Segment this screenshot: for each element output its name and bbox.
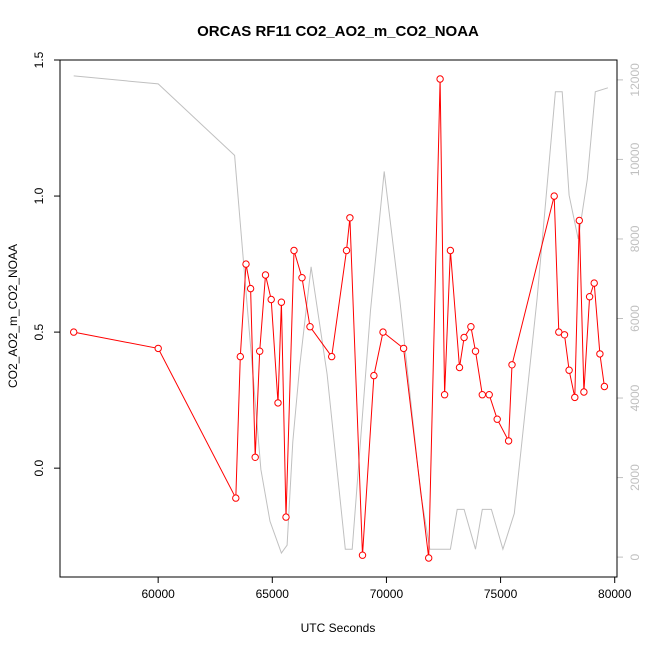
co2-point bbox=[460, 333, 468, 342]
co2-point bbox=[267, 295, 275, 304]
y-tick-label: 1.5 bbox=[32, 51, 46, 68]
x-tick-label: 70000 bbox=[370, 587, 404, 601]
co2-point bbox=[328, 352, 336, 361]
co2-point bbox=[590, 279, 598, 287]
co2-point bbox=[485, 391, 493, 399]
x-tick-label: 80000 bbox=[598, 587, 632, 601]
co2-point bbox=[236, 352, 245, 361]
co2-point bbox=[290, 246, 298, 255]
co2-point bbox=[471, 347, 480, 355]
co2-point bbox=[379, 328, 387, 336]
co2-point bbox=[571, 393, 579, 402]
co2-point bbox=[232, 494, 240, 502]
co2-point bbox=[575, 216, 583, 225]
co2-point bbox=[585, 293, 594, 301]
co2-point bbox=[274, 399, 282, 407]
chart-title: ORCAS RF11 CO2_AO2_m_CO2_NOAA bbox=[197, 23, 479, 40]
co2-point bbox=[261, 271, 270, 279]
co2-point bbox=[440, 391, 449, 399]
y-axis-label: CO2_AO2_m_CO2_NOAA bbox=[6, 244, 20, 388]
altitude-line bbox=[73, 75, 609, 555]
y2-tick-label: 2000 bbox=[628, 464, 642, 491]
co2-point bbox=[282, 513, 290, 521]
axes: 60000 65000 70000 75000 80000 0.0 0.5 1.0 1.5 0 20… bbox=[32, 51, 642, 601]
co2-point bbox=[251, 453, 259, 461]
co2-point bbox=[455, 363, 464, 372]
co2-point bbox=[154, 344, 162, 353]
co2-point bbox=[425, 554, 433, 562]
y2-tick-label: 12000 bbox=[628, 63, 642, 97]
co2-point bbox=[256, 347, 264, 355]
y-tick-label: 0.0 bbox=[32, 459, 46, 476]
co2-point bbox=[560, 331, 569, 339]
co2-point bbox=[277, 298, 286, 306]
plot-frame bbox=[59, 59, 618, 578]
y2-tick-label: 4000 bbox=[628, 384, 642, 411]
x-tick-label: 65000 bbox=[256, 587, 290, 601]
co2-point bbox=[550, 192, 558, 200]
y-tick-label: 1.0 bbox=[32, 187, 46, 204]
co2-series bbox=[70, 75, 609, 562]
co2-point bbox=[70, 328, 78, 336]
y2-tick-label: 8000 bbox=[628, 225, 642, 252]
co2-point bbox=[580, 388, 588, 396]
y2-tick-label: 6000 bbox=[628, 305, 642, 332]
co2-point bbox=[358, 551, 367, 559]
co2-point bbox=[436, 75, 444, 83]
co2-point bbox=[370, 371, 378, 380]
x-tick-label: 75000 bbox=[484, 587, 518, 601]
co2-point bbox=[478, 391, 486, 399]
co2-point bbox=[298, 274, 306, 282]
co2-point bbox=[493, 415, 501, 423]
co2-point bbox=[504, 437, 513, 445]
y2-tick-label: 0 bbox=[628, 553, 642, 560]
co2-point bbox=[399, 344, 408, 353]
co2-point bbox=[508, 361, 516, 369]
x-axis-label: UTC Seconds bbox=[301, 621, 376, 635]
y2-tick-label: 10000 bbox=[628, 142, 642, 176]
co2-point bbox=[242, 260, 250, 268]
co2-point bbox=[565, 366, 573, 374]
co2-point bbox=[446, 246, 455, 255]
co2-point bbox=[596, 350, 604, 358]
altitude-series bbox=[73, 75, 609, 555]
y-tick-label: 0.5 bbox=[32, 323, 46, 340]
co2-point bbox=[306, 323, 314, 331]
co2-point bbox=[467, 323, 475, 331]
co2-point bbox=[600, 382, 609, 391]
x-tick-label: 60000 bbox=[141, 587, 175, 601]
co2-point bbox=[246, 284, 255, 293]
co2-point bbox=[342, 246, 351, 255]
co2-point bbox=[346, 214, 354, 222]
